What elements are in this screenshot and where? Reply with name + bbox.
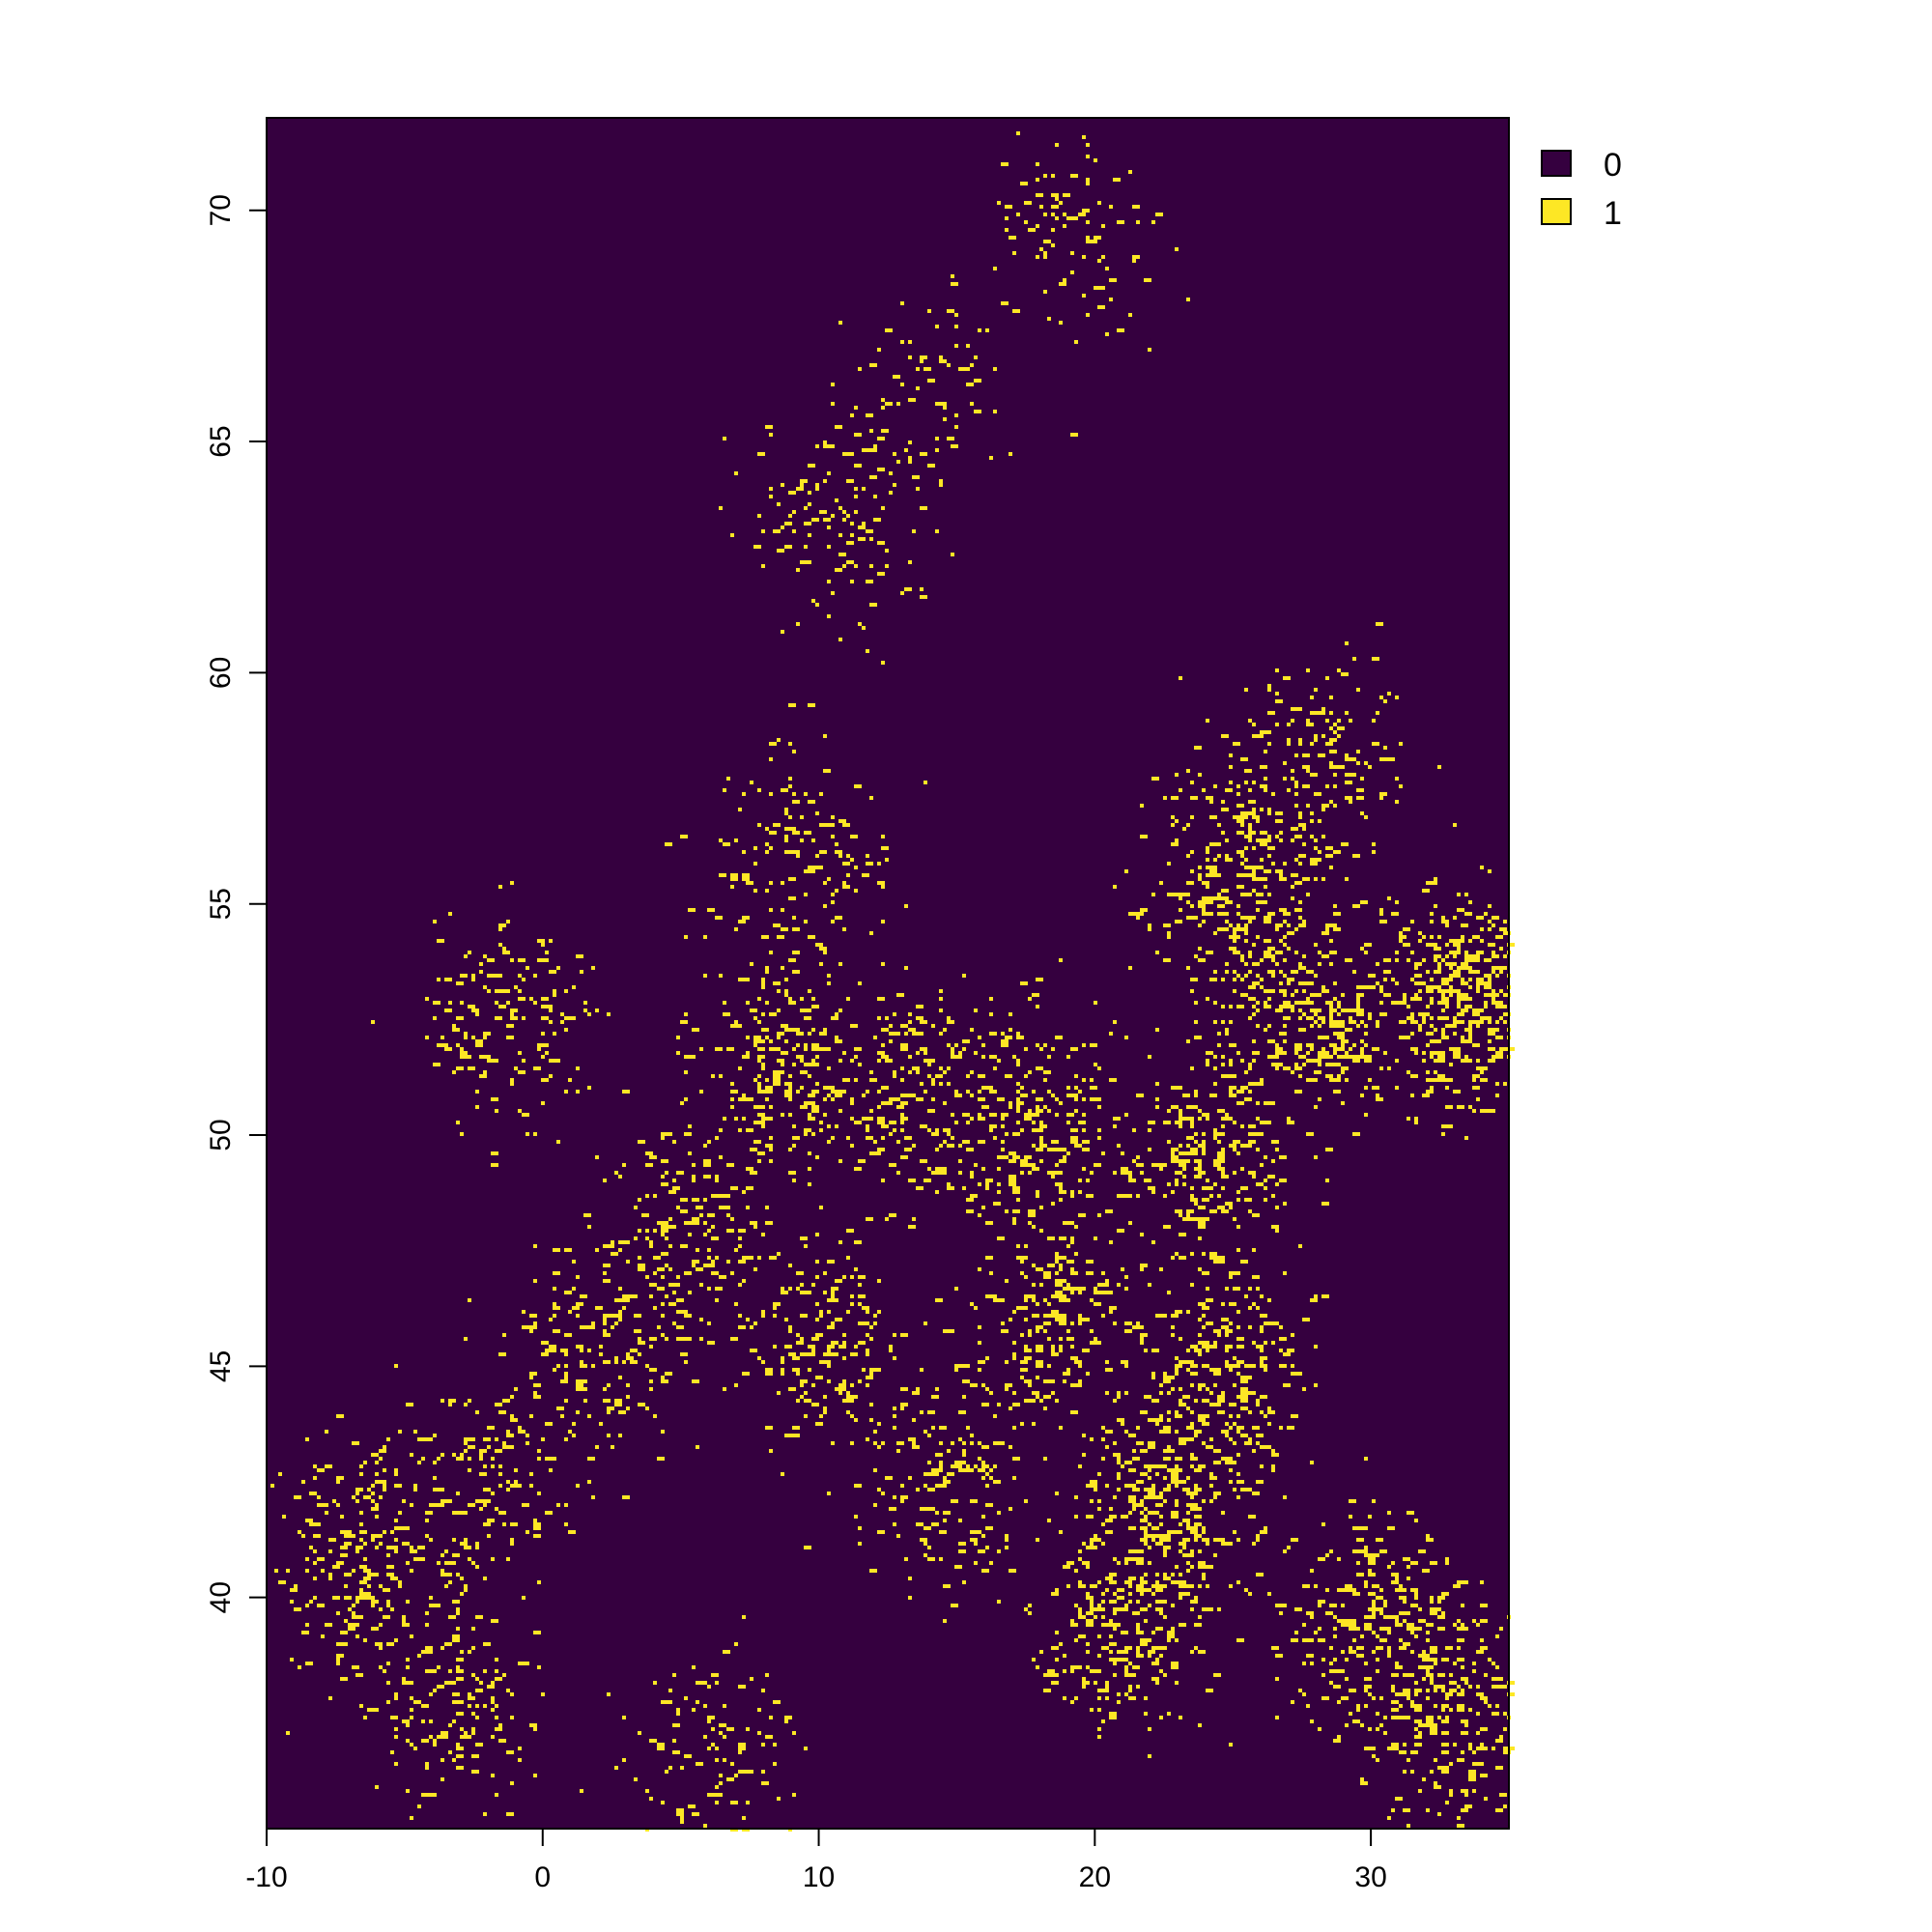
x-axis: -10 0 10 20 30 <box>245 1828 1387 1893</box>
legend-swatch <box>1541 150 1572 177</box>
raster-value-1-path <box>270 131 1515 1832</box>
legend-label: 0 <box>1604 147 1622 184</box>
legend-label: 1 <box>1604 195 1622 232</box>
x-tick-label: 20 <box>1079 1861 1111 1893</box>
y-tick-label: 50 <box>205 1119 237 1151</box>
y-tick-label: 55 <box>205 888 237 920</box>
y-tick-label: 40 <box>205 1581 237 1613</box>
y-tick-label: 60 <box>205 657 237 689</box>
legend: 01 <box>1541 147 1622 232</box>
y-tick-label: 70 <box>205 194 237 226</box>
x-tick-label: 0 <box>534 1861 551 1893</box>
y-tick-label: 45 <box>205 1350 237 1382</box>
x-tick-label: 10 <box>803 1861 835 1893</box>
x-tick-label: 30 <box>1354 1861 1386 1893</box>
raster-value-1-cells <box>270 131 1515 1832</box>
y-axis: 40 45 50 55 60 65 70 <box>205 194 268 1613</box>
y-tick-label: 65 <box>205 425 237 457</box>
raster-value-0-area <box>267 118 1509 1829</box>
raster-layer <box>267 118 1515 1832</box>
x-tick-label: -10 <box>245 1861 287 1893</box>
legend-swatch <box>1541 198 1572 225</box>
